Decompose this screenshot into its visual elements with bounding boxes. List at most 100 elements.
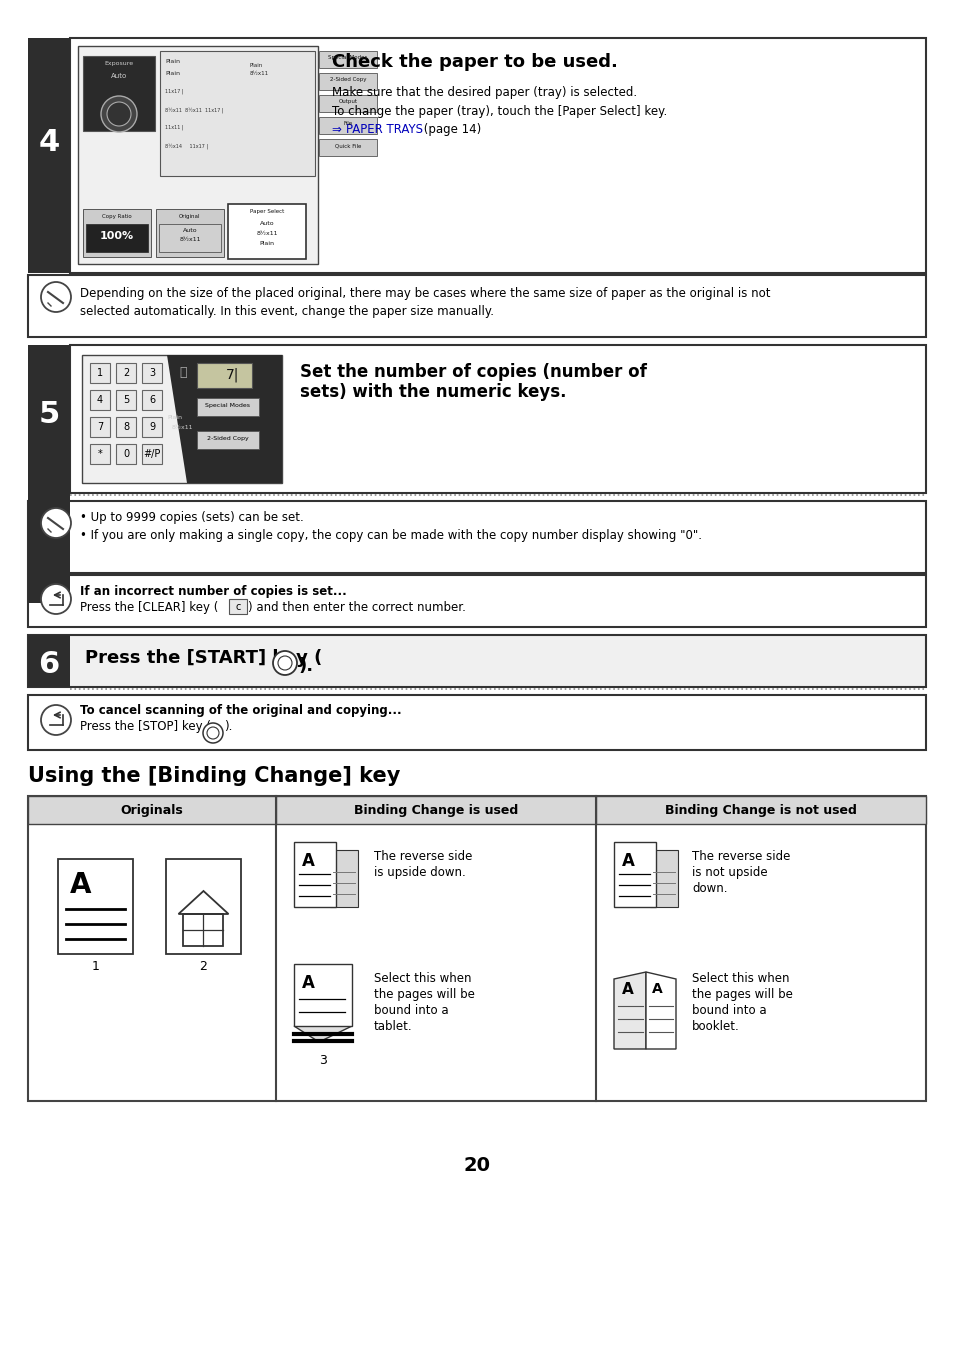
Circle shape xyxy=(41,508,71,538)
Text: 0: 0 xyxy=(123,449,129,459)
Bar xyxy=(196,431,258,449)
Bar xyxy=(294,965,352,1025)
Bar xyxy=(649,850,678,907)
Text: #/P: #/P xyxy=(143,449,160,459)
Text: tablet.: tablet. xyxy=(374,1020,413,1034)
Text: ⎘: ⎘ xyxy=(179,366,186,380)
Text: booklet.: booklet. xyxy=(691,1020,739,1034)
Text: File: File xyxy=(343,122,353,126)
Text: Auto: Auto xyxy=(111,73,127,78)
Text: 5: 5 xyxy=(123,394,129,405)
Text: Auto: Auto xyxy=(182,228,197,232)
Text: If an incorrect number of copies is set...: If an incorrect number of copies is set.… xyxy=(80,585,346,598)
Bar xyxy=(160,51,314,176)
Text: Press the [CLEAR] key (: Press the [CLEAR] key ( xyxy=(80,601,218,613)
Text: Quick File: Quick File xyxy=(335,143,361,149)
Text: 11x11 |: 11x11 | xyxy=(165,126,183,131)
Bar xyxy=(28,796,925,1101)
Text: 7: 7 xyxy=(97,422,103,432)
Text: A: A xyxy=(70,871,91,898)
Bar xyxy=(142,390,162,409)
Bar xyxy=(28,345,70,603)
Text: Binding Change is used: Binding Change is used xyxy=(354,804,517,817)
Text: To change the paper (tray), touch the [Paper Select] key.: To change the paper (tray), touch the [P… xyxy=(332,105,666,118)
Bar xyxy=(28,276,925,336)
Text: Press the [STOP] key (: Press the [STOP] key ( xyxy=(80,720,211,734)
Text: 2: 2 xyxy=(123,367,129,378)
Text: *: * xyxy=(97,449,102,459)
Bar xyxy=(275,796,596,824)
Text: 2-Sided Copy: 2-Sided Copy xyxy=(207,436,249,440)
Text: Set the number of copies (number of: Set the number of copies (number of xyxy=(299,363,646,381)
Text: Plain: Plain xyxy=(259,240,274,246)
Bar xyxy=(70,345,925,493)
Text: PAPER TRAYS: PAPER TRAYS xyxy=(346,123,422,136)
Text: • Up to 9999 copies (sets) can be set.: • Up to 9999 copies (sets) can be set. xyxy=(80,511,303,524)
Bar xyxy=(90,363,110,382)
Bar xyxy=(166,859,241,954)
Text: Special Modes: Special Modes xyxy=(205,403,251,408)
Bar xyxy=(90,417,110,436)
Bar xyxy=(318,51,376,68)
Text: Special Modes: Special Modes xyxy=(328,55,367,59)
Circle shape xyxy=(107,101,131,126)
Bar xyxy=(196,399,258,416)
Bar xyxy=(28,635,70,688)
Polygon shape xyxy=(614,971,645,1048)
Text: is not upside: is not upside xyxy=(691,866,767,880)
Text: 9: 9 xyxy=(149,422,155,432)
Text: The reverse side: The reverse side xyxy=(691,850,789,863)
Bar xyxy=(116,363,136,382)
Circle shape xyxy=(41,584,71,613)
Text: The reverse side: The reverse side xyxy=(374,850,472,863)
Text: 5: 5 xyxy=(38,400,60,430)
Text: A: A xyxy=(621,982,633,997)
Polygon shape xyxy=(294,1025,352,1042)
Text: 8½x11: 8½x11 xyxy=(256,231,277,236)
Bar xyxy=(83,209,151,257)
Text: Plain: Plain xyxy=(167,415,182,420)
Text: 20: 20 xyxy=(463,1156,490,1175)
Text: Exposure: Exposure xyxy=(104,61,133,66)
Bar xyxy=(58,859,132,954)
Text: Depending on the size of the placed original, there may be cases where the same : Depending on the size of the placed orig… xyxy=(80,286,770,300)
Text: A: A xyxy=(302,974,314,992)
Text: 11x17 |: 11x17 | xyxy=(165,89,183,95)
Bar xyxy=(183,915,223,946)
Bar xyxy=(116,444,136,463)
Text: 8½x14     11x17 |: 8½x14 11x17 | xyxy=(165,143,208,149)
Text: 6: 6 xyxy=(38,650,60,680)
Bar xyxy=(330,850,357,907)
Text: Select this when: Select this when xyxy=(374,971,471,985)
Bar xyxy=(28,38,70,273)
Text: 8: 8 xyxy=(123,422,129,432)
Text: 8½x11  8½x11  11x17 |: 8½x11 8½x11 11x17 | xyxy=(165,107,223,113)
Text: 8½x11: 8½x11 xyxy=(250,72,269,76)
Text: Plain: Plain xyxy=(165,59,180,63)
Bar xyxy=(82,355,282,484)
Text: ⇒: ⇒ xyxy=(332,123,345,136)
Text: Plain: Plain xyxy=(165,72,180,76)
Text: • If you are only making a single copy, the copy can be made with the copy numbe: • If you are only making a single copy, … xyxy=(80,530,701,542)
Text: 4: 4 xyxy=(38,128,60,157)
Text: Binding Change is not used: Binding Change is not used xyxy=(664,804,856,817)
Circle shape xyxy=(41,282,71,312)
Text: Auto: Auto xyxy=(259,222,274,226)
Text: 8½x11: 8½x11 xyxy=(172,426,193,430)
Text: 1: 1 xyxy=(97,367,103,378)
Text: Original: Original xyxy=(179,213,200,219)
Polygon shape xyxy=(167,355,282,484)
Bar xyxy=(90,444,110,463)
Bar xyxy=(28,694,925,750)
Bar xyxy=(28,576,925,627)
Bar xyxy=(318,118,376,134)
Bar xyxy=(28,796,275,824)
Text: the pages will be: the pages will be xyxy=(374,988,475,1001)
Circle shape xyxy=(273,651,296,676)
Text: Check the paper to be used.: Check the paper to be used. xyxy=(332,53,618,72)
Polygon shape xyxy=(645,971,676,1048)
Bar xyxy=(229,598,247,613)
Text: the pages will be: the pages will be xyxy=(691,988,792,1001)
Bar xyxy=(156,209,224,257)
Bar xyxy=(78,46,317,263)
